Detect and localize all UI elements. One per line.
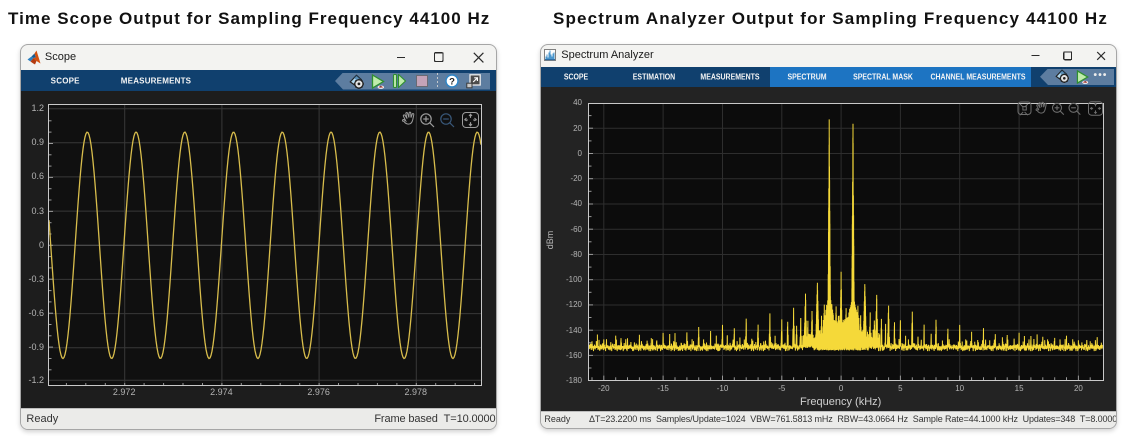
svg-text:?: ?	[449, 77, 455, 88]
